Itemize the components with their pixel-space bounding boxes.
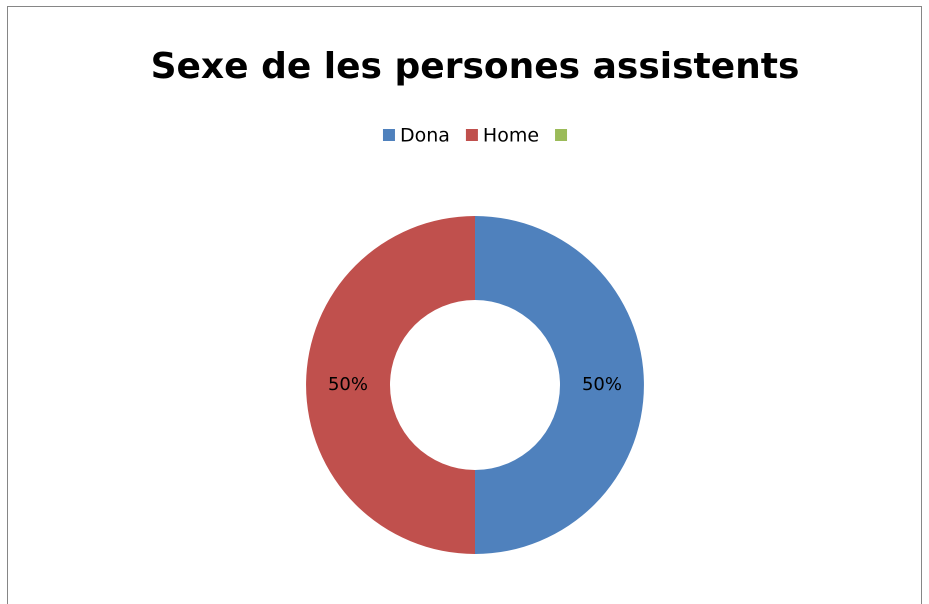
- legend-swatch: [465, 129, 478, 141]
- data-label: 50%: [582, 374, 622, 395]
- doughnut-slice: [475, 216, 644, 554]
- doughnut-slice: [306, 216, 475, 554]
- legend-text: Dona: [400, 125, 450, 147]
- chart-title: Sexe de les persones assistents: [151, 46, 800, 87]
- legend-text: Home: [483, 125, 539, 147]
- legend-swatch: [382, 129, 395, 141]
- legend-swatch: [555, 129, 568, 141]
- data-label: 50%: [328, 374, 368, 395]
